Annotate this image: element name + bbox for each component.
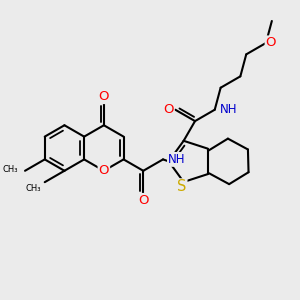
Text: O: O (138, 194, 148, 207)
Text: O: O (99, 164, 109, 177)
Text: O: O (99, 90, 109, 103)
Text: CH₃: CH₃ (3, 165, 18, 174)
Text: O: O (266, 37, 276, 50)
Text: NH: NH (168, 153, 185, 166)
Text: CH₃: CH₃ (25, 184, 41, 193)
Text: NH: NH (220, 103, 237, 116)
Text: S: S (177, 179, 186, 194)
Text: O: O (163, 103, 174, 116)
